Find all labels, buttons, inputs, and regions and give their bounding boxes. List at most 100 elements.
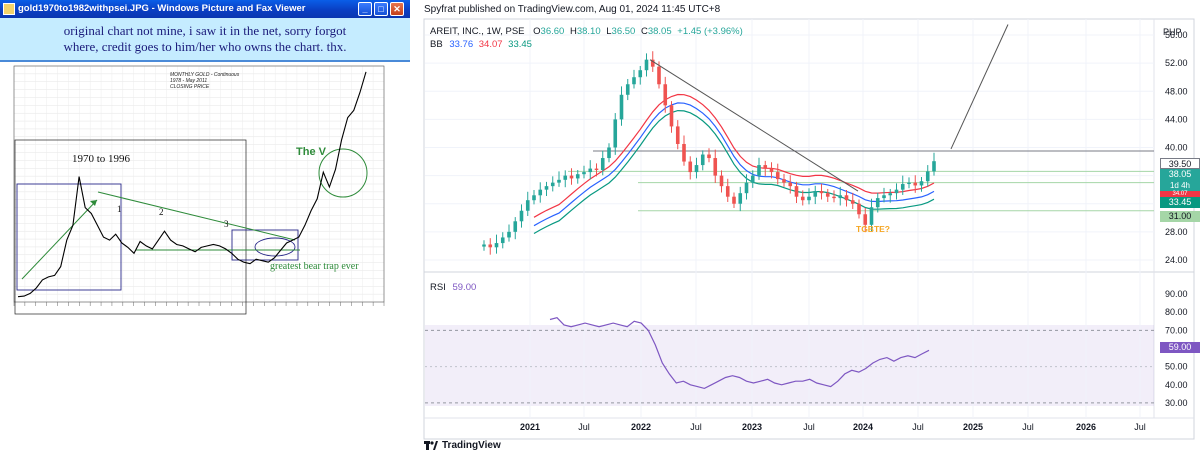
ellipse-bear-trap	[254, 237, 296, 257]
price-tick-label: 56.00	[1165, 30, 1188, 40]
rsi-legend: RSI 59.00	[430, 282, 476, 293]
bb-lower-band	[533, 109, 935, 235]
bollinger-bands	[533, 93, 935, 235]
bb-basis-value: 33.76	[449, 39, 474, 50]
minimize-button[interactable]: _	[358, 2, 372, 16]
candle-body	[732, 196, 736, 204]
candle-body	[913, 182, 918, 186]
ohlc-low: L36.50	[606, 26, 636, 37]
gold-series-line	[17, 71, 367, 298]
annotation-number-3: 3	[224, 219, 229, 229]
candle-body	[582, 172, 586, 175]
picture-viewer-window: gold1970to1982withpsei.JPG - Windows Pic…	[0, 0, 410, 320]
rsi-tick-label: 30.00	[1165, 398, 1188, 408]
bb-upper-band	[533, 93, 935, 218]
price-tick-label: 40.00	[1165, 143, 1188, 153]
time-tick-label: 2026	[1076, 422, 1096, 432]
candle-body	[575, 174, 580, 179]
rsi-series-line	[549, 317, 930, 390]
candle-body	[532, 195, 536, 201]
candle-body	[657, 66, 661, 85]
candle-body	[600, 158, 605, 170]
gold-chart-svg: MONTHLY GOLD - Continuous 1978 - May 201…	[13, 65, 385, 315]
rsi-value-tag: 59.00	[1160, 342, 1200, 353]
candle-body	[588, 168, 593, 173]
price-tick-label: 24.00	[1165, 255, 1188, 265]
time-tick-label: Jul	[690, 422, 702, 432]
candle-body	[869, 207, 874, 225]
candle-body	[650, 59, 655, 67]
price-tag-38-05: 38.05	[1160, 169, 1200, 180]
candle-body	[919, 181, 924, 186]
time-tick-label: 2022	[631, 422, 651, 432]
time-tick-label: Jul	[578, 422, 590, 432]
candle-body	[807, 196, 811, 201]
caption-line-1: original chart not mine, i saw it in the…	[63, 23, 347, 38]
caption-box: original chart not mine, i saw it in the…	[0, 18, 410, 62]
candle-body	[644, 59, 649, 71]
viewer-title: gold1970to1982withpsei.JPG - Windows Pic…	[18, 3, 306, 14]
candle-body	[625, 84, 630, 95]
candle-body	[719, 175, 724, 187]
annotation-bear-trap: greatest bear trap ever	[270, 261, 359, 272]
rsi-label: RSI	[430, 282, 446, 293]
candle-body	[688, 161, 693, 173]
time-tick-label: 2021	[520, 422, 540, 432]
bb-basis-line	[533, 102, 935, 227]
time-tick-label: Jul	[1134, 422, 1146, 432]
candle-body	[838, 195, 843, 199]
trend-up-arrow	[21, 199, 98, 280]
candle-body	[788, 182, 793, 187]
tradingview-snapshot: Spyfrat published on TradingView.com, Au…	[418, 0, 1200, 455]
candle-body	[894, 189, 899, 194]
candle-body	[857, 203, 861, 215]
annotation-1970-1996: 1970 to 1996	[72, 153, 131, 165]
rsi-line	[425, 317, 1154, 404]
gold-chart-subtitle-2: CLOSING PRICE	[170, 84, 210, 90]
candle-body	[769, 168, 774, 173]
candle-body	[544, 186, 549, 190]
time-tick-label: 2024	[853, 422, 873, 432]
trend-drawings	[649, 24, 1009, 192]
candle-body	[925, 171, 930, 182]
candle-body	[569, 175, 574, 179]
ohlc-close: C38.05	[640, 26, 672, 37]
candle-body	[669, 105, 674, 127]
trend-up-arrowhead	[90, 200, 97, 206]
maximize-button[interactable]: □	[374, 2, 388, 16]
close-button[interactable]: ✕	[390, 2, 404, 16]
time-tick-label: 2023	[742, 422, 762, 432]
gold-chart-subtitle: 1978 - May 2011	[170, 78, 207, 84]
price-tick-label: 44.00	[1165, 114, 1188, 124]
candle-body	[663, 84, 668, 106]
rsi-tick-label: 50.00	[1165, 362, 1188, 372]
price-tag-34-07: 34.07	[1160, 191, 1200, 197]
rsi-tick-label: 90.00	[1165, 289, 1188, 299]
price-tick-label: 48.00	[1165, 86, 1188, 96]
candle-body	[725, 186, 730, 197]
gold-annotation-boxes	[14, 139, 368, 315]
candle-body	[844, 195, 849, 201]
box-bear-trap	[231, 229, 299, 261]
price-tag-countdown: 1d 4h	[1160, 180, 1200, 191]
candle-body	[932, 161, 936, 172]
tgbte-annotation: TGBTE?	[856, 224, 890, 234]
price-axis-ticks: 24.0028.0032.0036.0040.0044.0048.0052.00…	[1165, 30, 1188, 265]
gold-price-line	[17, 71, 367, 298]
candle-body	[594, 168, 599, 170]
bb-label: BB	[430, 39, 443, 50]
rsi-band-fill	[425, 325, 1154, 406]
candle-body	[500, 237, 505, 244]
ohlc-change: +1.45 (+3.96%)	[677, 26, 743, 37]
price-tag-39-50: 39.50	[1160, 158, 1200, 169]
candle-body	[782, 179, 786, 183]
candle-body	[794, 186, 799, 197]
candle-body	[825, 193, 830, 197]
candle-body	[819, 191, 824, 194]
rsi-tick-label: 80.00	[1165, 307, 1188, 317]
gold-chart: MONTHLY GOLD - Continuous 1978 - May 201…	[0, 64, 410, 320]
candle-body	[613, 119, 618, 148]
viewer-titlebar[interactable]: gold1970to1982withpsei.JPG - Windows Pic…	[0, 0, 410, 18]
publish-info: Spyfrat published on TradingView.com, Au…	[424, 4, 721, 15]
annotation-the-v: The V	[296, 146, 327, 158]
